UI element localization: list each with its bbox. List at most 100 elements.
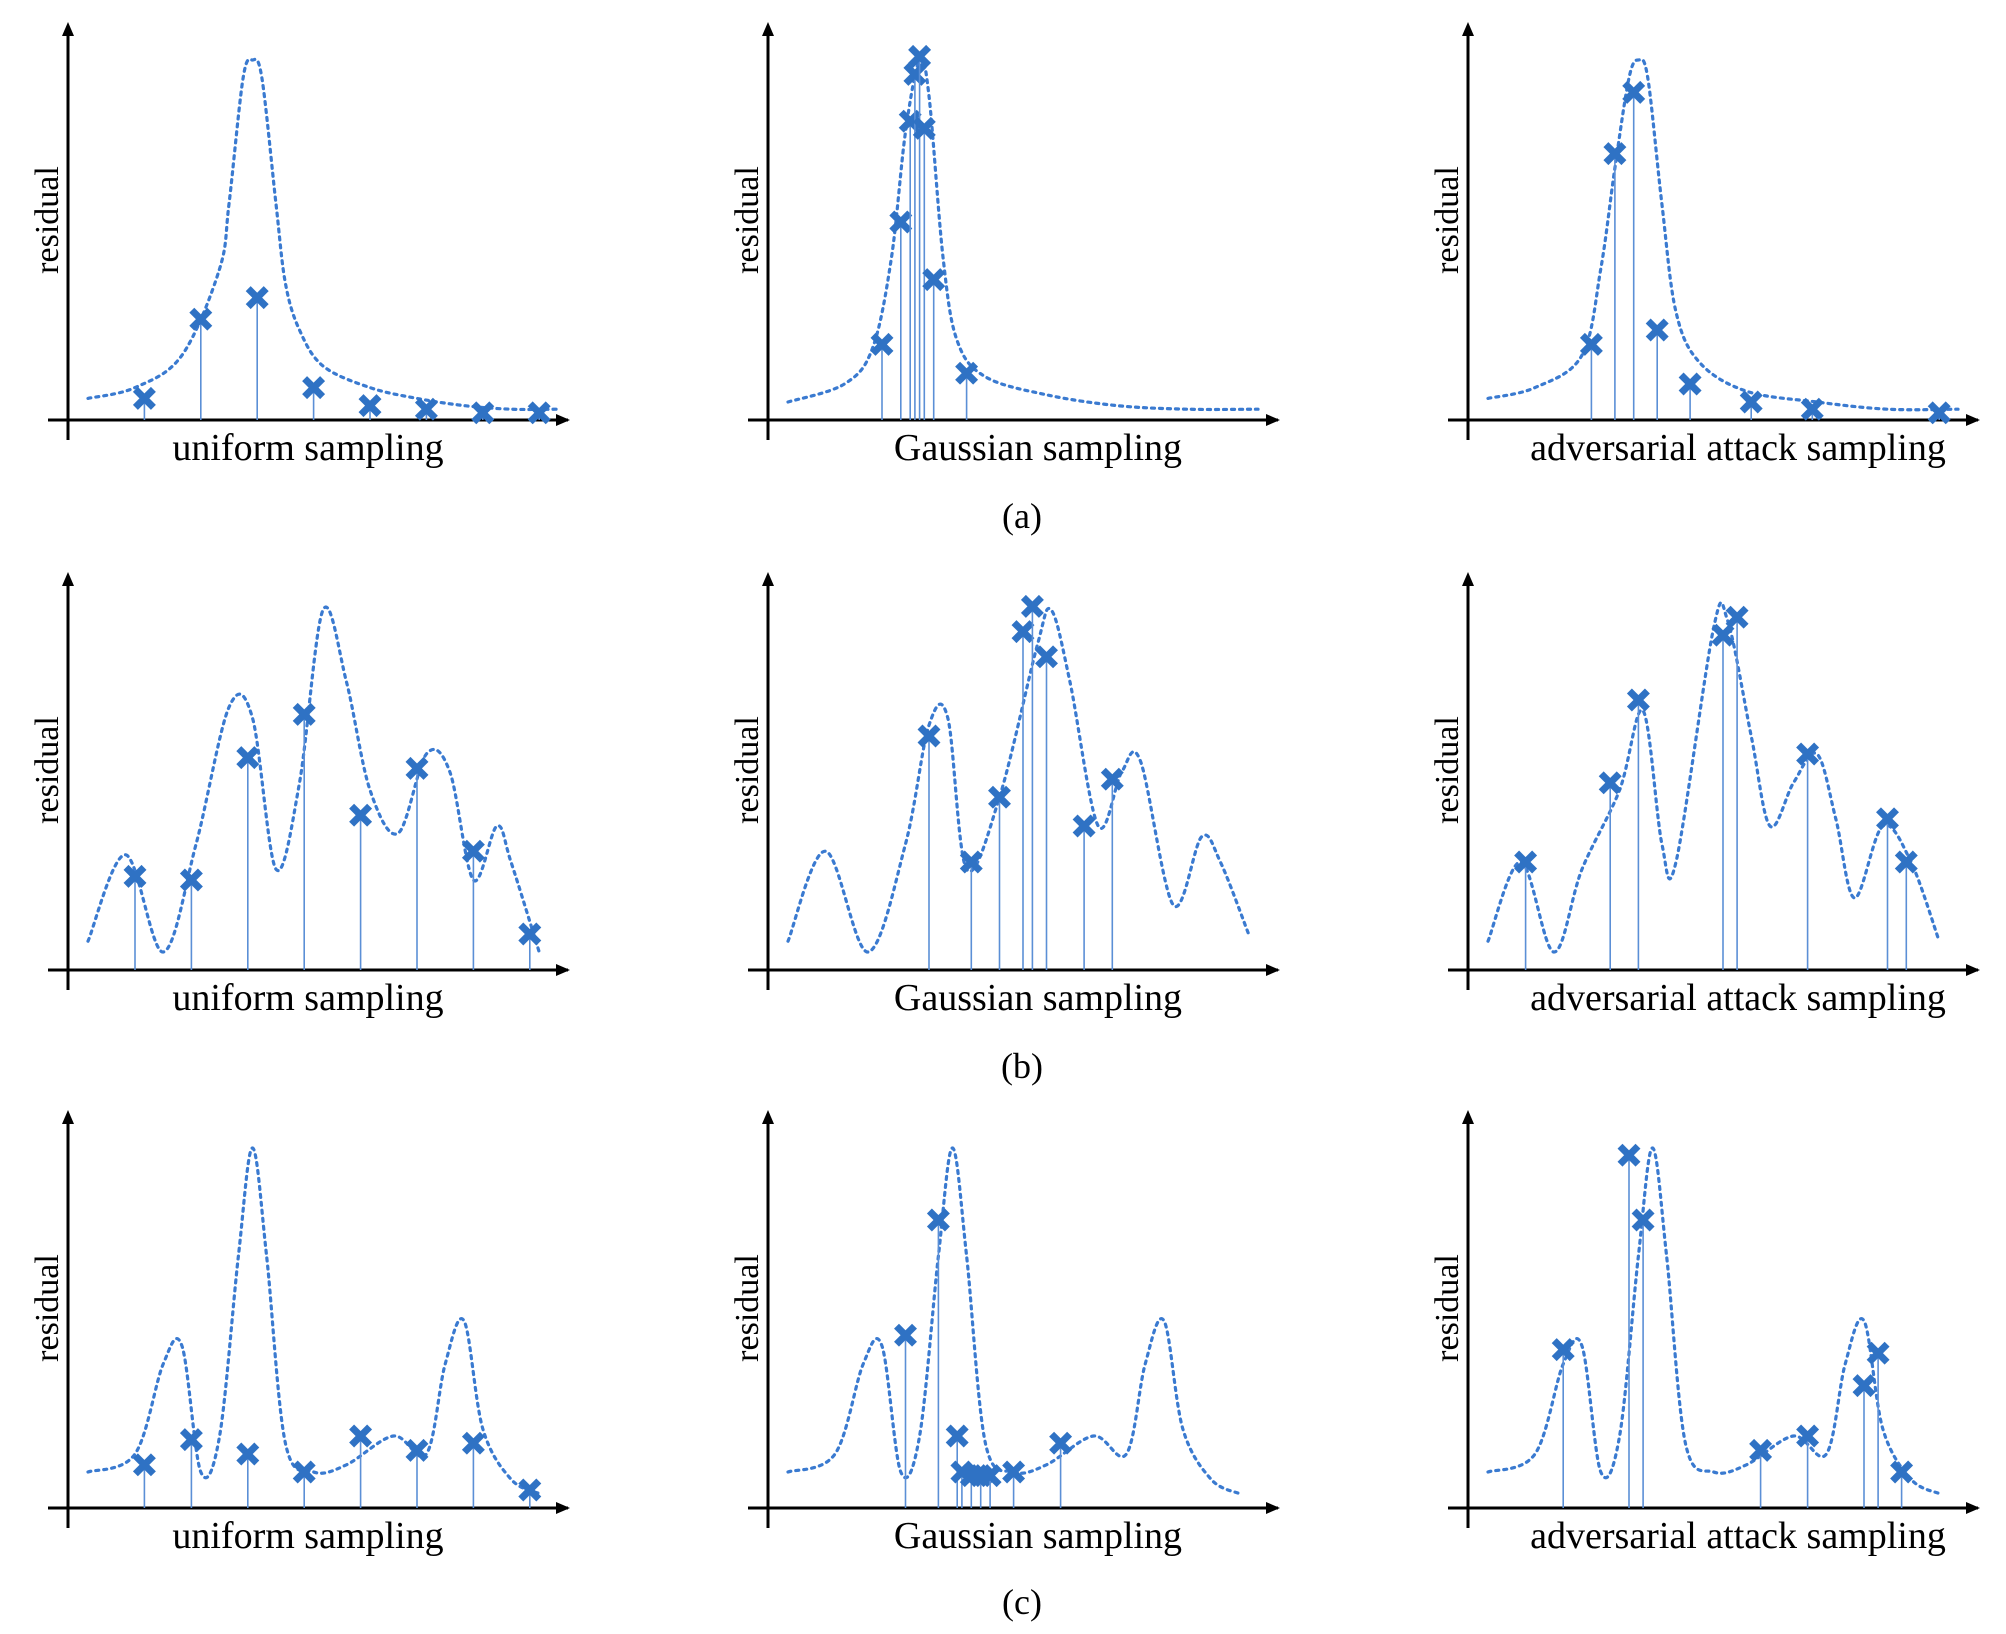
sample-point [1800,397,1824,421]
sample-point [1035,645,1058,669]
sample-point [922,268,946,292]
sample-point [132,386,156,410]
x-axis-arrow [556,414,570,426]
panel-b-gaussian: residual Gaussian sampling [729,572,1280,1019]
residual-curve [86,605,541,954]
x-axis-arrow [1266,414,1280,426]
y-axis-label: residual [1429,166,1466,274]
sample-point [1876,807,1899,831]
row-a: residual uniform sampling residual Gauss… [29,22,1980,536]
sample-point [1796,742,1820,766]
sample-point [1631,1208,1655,1232]
residual-curve [786,56,1260,412]
sample-point [1100,767,1124,791]
sample-point [889,210,913,234]
row-c: residual uniform sampling residual Gauss… [29,1110,1980,1622]
sample-point [1020,594,1044,618]
x-axis-arrow [1966,414,1980,426]
y-axis-label: residual [729,1254,766,1362]
sample-point [527,401,551,425]
x-axis-label: uniform sampling [172,427,443,469]
panel-a-gaussian: residual Gaussian sampling [729,22,1280,469]
sample-point [1852,1374,1876,1398]
sample-point [236,1442,260,1466]
sample-points [123,702,542,970]
x-axis-arrow [1266,1502,1280,1514]
row-b: residual uniform sampling residual Gauss… [29,572,1980,1086]
y-axis-label: residual [29,1254,66,1362]
caption-c: (c) [1002,1582,1042,1622]
y-axis-arrow [62,1110,74,1124]
x-axis-arrow [556,964,570,976]
sample-point [1796,1424,1820,1448]
x-axis-label: uniform sampling [172,977,443,1019]
x-axis-arrow [556,1502,570,1514]
sample-point [358,394,382,418]
residual-curve [86,57,560,412]
sample-point [1049,1431,1073,1455]
sample-points [870,44,979,420]
panel-c-uniform: residual uniform sampling [29,1110,570,1557]
sample-point [898,109,922,133]
y-axis-arrow [1462,1110,1474,1124]
sample-point [1739,390,1763,414]
sample-point [959,850,983,874]
y-axis-arrow [762,572,774,586]
sample-point [908,44,932,68]
y-axis-arrow [762,1110,774,1124]
sample-point [1927,401,1951,425]
sample-point [414,397,438,421]
y-axis-arrow [62,572,74,586]
y-axis-label: residual [1429,1254,1466,1362]
sample-points [1514,605,1918,970]
sample-point [1725,605,1749,629]
x-axis-arrow [1966,964,1980,976]
sample-point [1551,1338,1575,1362]
sample-point [405,1438,429,1462]
sample-point [405,756,429,780]
sample-point [349,1424,373,1448]
sample-point [912,116,936,140]
sample-point [123,864,147,888]
y-axis-label: residual [1429,716,1466,824]
sample-points [1551,1143,1914,1508]
panel-c-gaussian: residual Gaussian sampling [729,1110,1280,1557]
sample-point [1011,620,1035,644]
x-axis-arrow [1966,1502,1980,1514]
residual-curve [786,606,1251,954]
sample-point [302,376,326,400]
sample-point [978,1464,1002,1488]
sample-point [1626,688,1650,712]
sample-point [1622,80,1646,104]
caption-a: (a) [1002,496,1042,536]
x-axis-label: Gaussian sampling [894,427,1182,469]
y-axis-arrow [1462,572,1474,586]
sample-point [1894,850,1918,874]
panel-a-uniform: residual uniform sampling [29,22,570,469]
caption-b: (b) [1001,1046,1043,1086]
sample-point [903,62,927,86]
sample-point [1579,332,1603,356]
sample-point [1514,850,1538,874]
sample-point [518,1478,542,1502]
y-axis-label: residual [729,716,766,824]
panel-b-adversarial: residual adversarial attack sampling [1429,572,1980,1019]
sample-point [349,803,373,827]
sample-point [179,868,203,892]
sample-points [132,1424,542,1508]
x-axis-label: adversarial attack sampling [1530,1515,1946,1557]
x-axis-label: adversarial attack sampling [1530,427,1946,469]
sample-point [461,1431,485,1455]
y-axis-label: residual [29,716,66,824]
x-axis-label: Gaussian sampling [894,1515,1182,1557]
sample-points [1579,80,1951,425]
y-axis-arrow [762,22,774,36]
panel-b-uniform: residual uniform sampling [29,572,570,1019]
sample-points [132,286,551,425]
sample-point [1002,1460,1026,1484]
residual-curve [86,1146,541,1496]
sample-point [1866,1341,1890,1365]
sample-points [894,1208,1073,1508]
sample-point [245,286,269,310]
